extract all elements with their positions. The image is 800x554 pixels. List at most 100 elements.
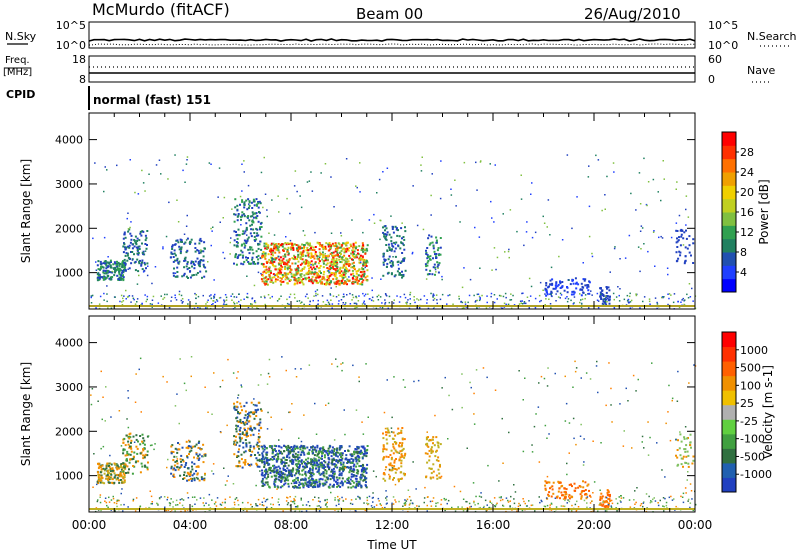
echo-cell [589,378,592,380]
echo-cell [571,504,573,507]
echo-cell [185,265,188,268]
freq-left-tick-bottom: 8 [79,73,86,86]
echo-cell [172,274,175,277]
echo-cell [301,469,304,472]
echo-cell [608,362,610,364]
echo-cell [435,505,437,507]
echo-cell [559,297,561,299]
echo-cell [307,249,310,252]
echo-cell [172,474,175,477]
echo-cell [402,244,405,247]
echo-cell [373,222,376,224]
echo-cell [437,456,440,459]
echo-cell [140,234,143,237]
echo-cell [672,301,675,304]
echo-cell [256,465,259,468]
echo-cell [307,254,310,257]
echo-cell [580,294,583,297]
echo-cell [595,365,598,367]
echo-cell [245,445,248,448]
echo-cell [319,280,322,283]
echo-cell [426,247,429,249]
echo-cell [400,274,403,276]
echo-cell [359,496,361,499]
echo-cell [339,447,342,450]
echo-cell [172,260,175,263]
echo-cell [391,228,394,230]
echo-cell [256,464,259,467]
echo-cell [404,452,407,455]
echo-cell [249,215,252,218]
echo-cell [348,254,351,257]
echo-cell [149,490,151,492]
echo-cell [325,304,328,306]
echo-cell [257,384,260,386]
echo-cell [238,436,241,439]
echo-cell [122,264,125,266]
echo-cell [124,262,127,265]
echo-cell [430,472,433,475]
echo-cell [601,504,604,507]
echo-cell [601,209,603,212]
echo-cell [306,277,309,280]
echo-cell [181,298,184,300]
echo-cell [122,278,125,281]
echo-cell [323,454,326,457]
echo-cell [262,206,264,209]
echo-cell [653,497,655,499]
echo-cell [270,469,273,472]
echo-cell [268,258,271,261]
echo-cell [409,291,412,294]
echo-cell [297,462,300,465]
echo-cell [147,435,150,437]
echo-cell [177,448,180,451]
echo-cell [676,237,678,240]
echo-cell [103,299,105,301]
echo-cell [297,247,300,250]
echo-cell [237,425,239,428]
echo-cell [606,288,608,290]
echo-cell [98,274,101,277]
echo-cell [142,182,145,184]
echo-cell [243,405,246,408]
echo-cell [294,268,296,270]
echo-cell [116,464,119,467]
echo-cell [640,248,642,250]
echo-cell [300,460,303,463]
echo-cell [608,298,611,301]
echo-cell [188,440,191,443]
echo-cell [440,503,442,506]
echo-cell [116,274,119,277]
echo-cell [237,228,240,231]
echo-cell [295,270,298,273]
echo-cell [283,247,286,250]
echo-cell [202,461,205,464]
echo-cell [291,475,293,478]
echo-cell [310,255,313,258]
echo-cell [347,486,350,489]
echo-cell [102,396,104,398]
echo-cell [306,293,308,295]
echo-cell [436,261,439,264]
echo-cell [129,458,132,461]
echo-cell [394,255,397,258]
echo-cell [350,245,353,248]
echo-cell [308,244,311,247]
echo-cell [270,416,272,418]
echo-cell [151,299,154,301]
echo-cell [675,454,677,457]
echo-cell [121,264,124,267]
echo-cell [297,264,299,267]
echo-cell [314,251,317,253]
echo-cell [329,268,331,271]
echo-cell [432,247,435,250]
echo-cell [289,452,292,455]
echo-cell [579,293,581,295]
echo-cell [176,462,179,465]
echo-cell [505,303,507,306]
echo-cell [199,270,202,273]
echo-cell [137,253,140,256]
echo-cell [144,239,147,242]
echo-cell [295,244,298,246]
echo-cell [175,460,178,462]
